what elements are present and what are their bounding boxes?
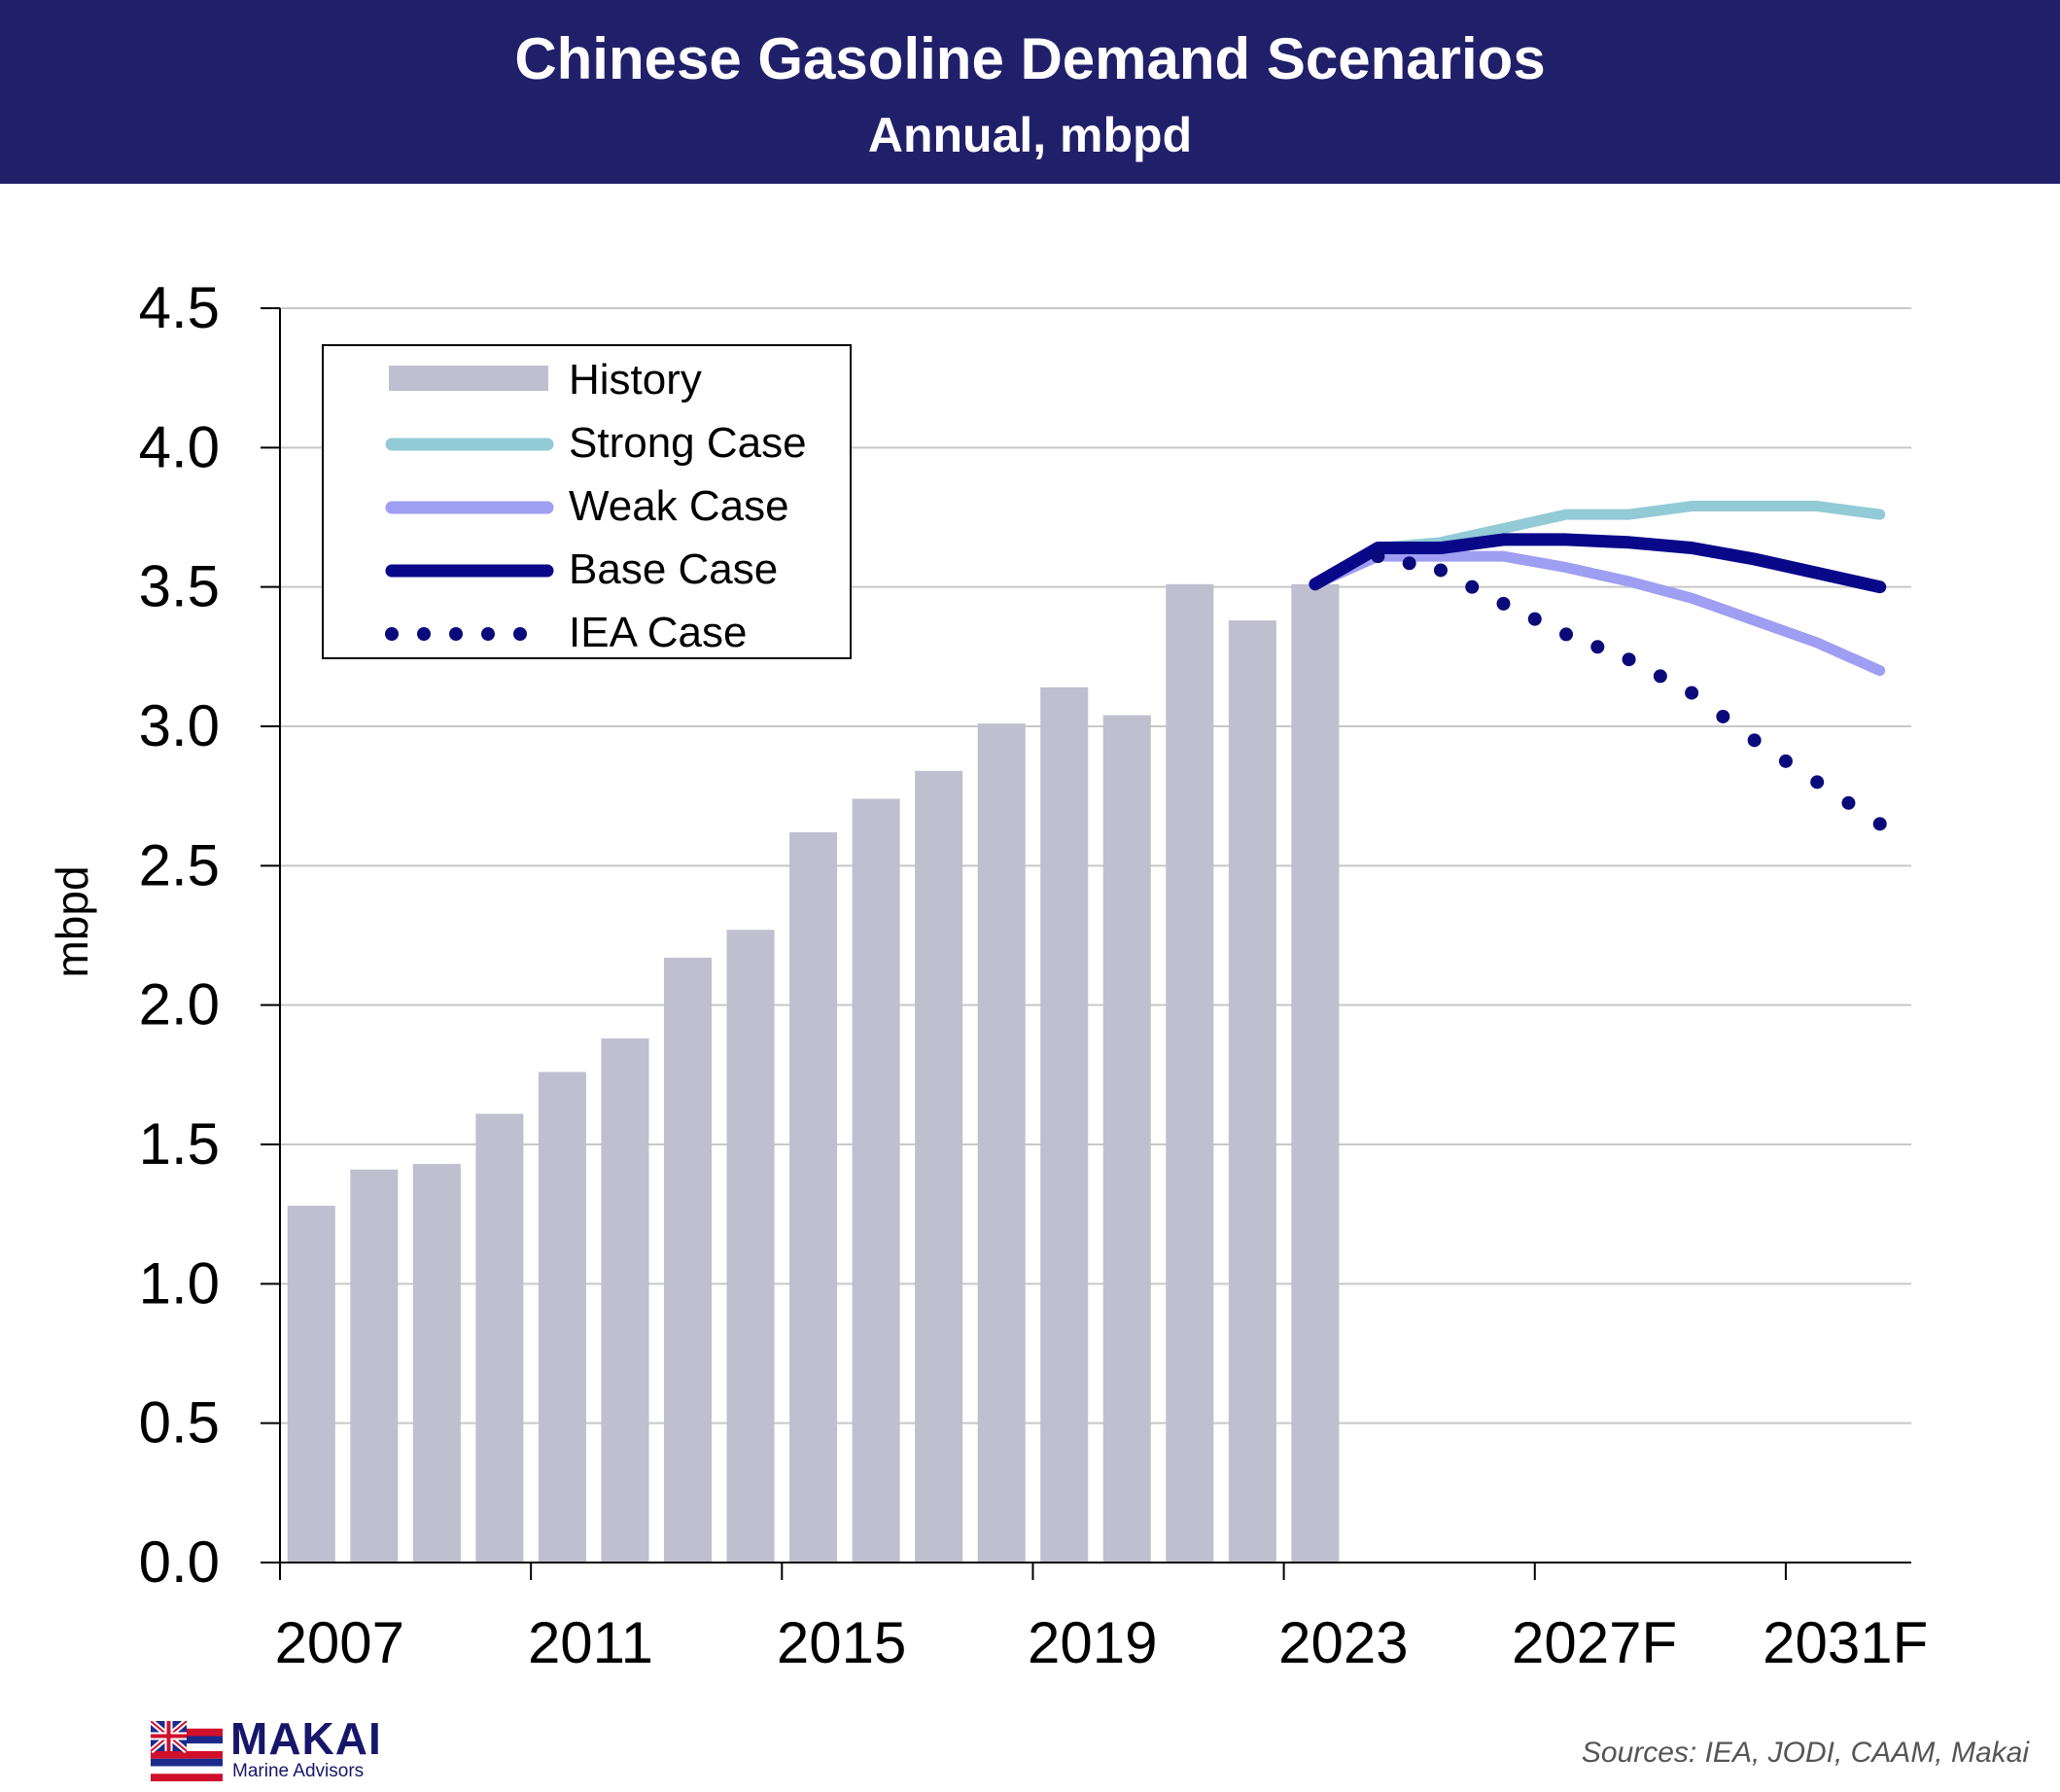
y-tick-label: 0.5	[139, 1390, 220, 1456]
history-bar	[852, 798, 900, 1563]
x-tick-label: 2011	[528, 1610, 653, 1675]
history-bar	[1291, 583, 1340, 1563]
history-bar	[350, 1169, 399, 1563]
scenario-lines	[1309, 501, 1887, 831]
iea-case-point	[1496, 596, 1511, 611]
legend-swatch-iea-case	[385, 627, 399, 641]
legend-swatch-iea-case	[417, 627, 431, 641]
y-tick-label: 3.0	[139, 693, 220, 758]
axes: 0.0 0.5 1.0 1.5 2.0 2.5 3.0 3.5 4.0 4.5 2007 2011 20…	[139, 275, 1929, 1675]
chart-subtitle: Annual, mbpd	[867, 108, 1193, 162]
legend-swatch-history	[389, 366, 548, 391]
sources-note: Sources: IEA, JODI, CAAM, Makai	[1581, 1737, 2029, 1769]
legend: History Strong Case Weak Case Base Case IEA …	[322, 344, 852, 659]
makai-logo: MAKAI Marine Advisors	[151, 1715, 403, 1783]
history-bar	[538, 1072, 586, 1563]
title-bar: Chinese Gasoline Demand Scenarios Annual…	[0, 0, 2060, 184]
iea-case-point	[1747, 733, 1762, 748]
iea-case-point	[1402, 556, 1416, 571]
legend-label: Weak Case	[569, 482, 789, 530]
y-tick-label: 3.5	[139, 554, 220, 619]
logo-wordmark: MAKAI	[230, 1713, 382, 1764]
iea-case-point	[1465, 580, 1480, 594]
history-bar	[977, 723, 1026, 1563]
y-tick-label: 1.5	[139, 1111, 220, 1177]
y-tick-label: 2.0	[139, 972, 220, 1037]
x-tick-label: 2015	[777, 1610, 906, 1675]
iea-case-point	[1685, 685, 1699, 700]
y-tick-label: 4.0	[139, 414, 220, 479]
y-tick-label: 0.0	[139, 1529, 220, 1595]
y-axis-label: mbpd	[47, 865, 97, 977]
base-case-line	[1309, 533, 1887, 594]
iea-case-point	[1810, 775, 1825, 790]
iea-case-point	[1653, 669, 1667, 684]
iea-case-point	[1622, 652, 1636, 667]
iea-case-point	[1590, 640, 1605, 654]
history-bar	[1102, 715, 1151, 1563]
history-bar	[412, 1164, 461, 1563]
y-tick-label: 2.5	[139, 832, 220, 897]
iea-case-point	[1559, 627, 1574, 642]
x-tick-label: 2023	[1278, 1610, 1408, 1675]
iea-case-point	[1841, 795, 1856, 810]
y-tick-label: 4.5	[139, 275, 220, 340]
history-bar	[789, 831, 838, 1563]
legend-label: History	[569, 356, 702, 404]
history-bar	[726, 930, 775, 1563]
history-bar	[287, 1206, 335, 1563]
history-bar	[915, 770, 963, 1563]
logo-tagline: Marine Advisors	[232, 1761, 365, 1781]
hawaii-flag-icon	[151, 1721, 223, 1781]
legend-label: Base Case	[569, 545, 778, 593]
iea-case-point	[1872, 817, 1887, 831]
history-bar	[663, 957, 713, 1563]
iea-case-point	[1527, 612, 1542, 626]
chart-title: Chinese Gasoline Demand Scenarios	[514, 26, 1546, 91]
legend-swatch-iea-case	[481, 627, 495, 641]
legend-label: IEA Case	[569, 609, 747, 656]
iea-case-point	[1778, 754, 1793, 768]
history-bar	[1228, 620, 1276, 1563]
x-tick-label: 2031F	[1763, 1610, 1928, 1675]
x-tick-label: 2007	[275, 1610, 404, 1675]
y-tick-label: 1.0	[139, 1250, 220, 1316]
legend-label: Strong Case	[569, 419, 807, 467]
iea-case-point	[1716, 709, 1730, 723]
history-bars	[287, 583, 1340, 1563]
history-bar	[1166, 583, 1214, 1563]
x-tick-label: 2019	[1028, 1610, 1157, 1675]
iea-case-point	[1433, 563, 1448, 578]
history-bar	[601, 1038, 649, 1563]
legend-swatch-iea-case	[449, 627, 463, 641]
iea-case-point	[1371, 549, 1385, 564]
x-tick-label: 2027F	[1512, 1610, 1677, 1675]
weak-case-line	[1309, 550, 1886, 677]
legend-swatch-iea-case	[513, 627, 527, 641]
history-bar	[475, 1113, 524, 1563]
history-bar	[1040, 686, 1089, 1563]
